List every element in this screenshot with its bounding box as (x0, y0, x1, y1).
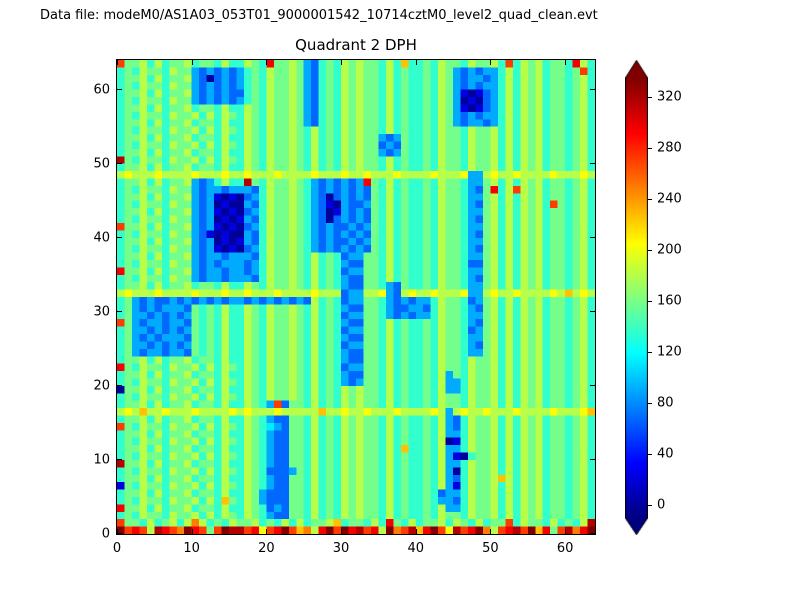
colorbar-tick-label: 160 (657, 293, 682, 309)
colorbar-tick-label: 120 (657, 344, 682, 360)
x-tick-label: 40 (407, 541, 425, 556)
x-tick-label: 10 (183, 541, 200, 556)
colorbar-tick-label: 280 (657, 140, 682, 156)
y-tick-mark (117, 533, 122, 534)
x-tick-label: 20 (258, 541, 275, 556)
x-tick-mark (341, 529, 343, 534)
colorbar-tick-mark (648, 249, 652, 251)
y-tick-mark (117, 458, 122, 460)
y-tick-label: 50 (93, 156, 110, 172)
x-tick-mark (565, 529, 567, 534)
y-tick-mark (590, 162, 595, 164)
colorbar-tick-label: 200 (657, 242, 682, 258)
y-tick-mark (117, 162, 122, 164)
x-tick-mark (117, 60, 118, 65)
plot-title: Quadrant 2 DPH (295, 36, 417, 54)
x-tick-mark (266, 60, 268, 65)
x-tick-mark (341, 60, 343, 65)
x-tick-mark (415, 529, 417, 534)
y-tick-mark (117, 310, 122, 312)
y-tick-mark (590, 533, 595, 534)
y-tick-label: 30 (93, 304, 110, 320)
y-tick-label: 40 (93, 230, 110, 246)
y-tick-mark (590, 88, 595, 90)
colorbar-tick-mark (648, 351, 652, 353)
y-tick-label: 20 (93, 378, 110, 394)
y-tick-label: 0 (101, 526, 110, 542)
y-tick-mark (117, 236, 122, 238)
plot-area (116, 59, 596, 535)
x-tick-mark (266, 529, 268, 534)
heatmap-canvas (117, 60, 595, 534)
y-tick-mark (590, 310, 595, 312)
colorbar (625, 60, 648, 535)
colorbar-canvas (625, 60, 648, 535)
x-tick-label: 30 (332, 541, 350, 556)
colorbar-tick-label: 40 (657, 446, 674, 462)
x-tick-label: 0 (112, 541, 122, 556)
y-tick-mark (590, 384, 595, 386)
colorbar-tick-label: 320 (657, 89, 682, 105)
colorbar-tick-mark (648, 96, 652, 98)
colorbar-tick-mark (648, 504, 652, 506)
x-tick-mark (490, 60, 492, 65)
colorbar-tick-mark (648, 453, 652, 455)
x-tick-mark (490, 529, 492, 534)
y-tick-mark (590, 236, 595, 238)
y-tick-label: 60 (93, 82, 110, 98)
colorbar-tick-mark (648, 300, 652, 302)
colorbar-tick-label: 240 (657, 191, 682, 207)
x-tick-label: 50 (482, 541, 499, 556)
y-tick-label: 10 (93, 452, 110, 468)
x-tick-mark (117, 529, 118, 534)
colorbar-tick-label: 0 (657, 497, 666, 513)
data-file-label: Data file: modeM0/AS1A03_053T01_90000015… (40, 8, 598, 23)
x-tick-mark (415, 60, 417, 65)
x-tick-mark (191, 60, 193, 65)
y-tick-mark (117, 384, 122, 386)
y-tick-mark (117, 88, 122, 90)
colorbar-tick-mark (648, 147, 652, 149)
x-tick-mark (565, 60, 567, 65)
x-tick-mark (191, 529, 193, 534)
colorbar-tick-mark (648, 198, 652, 200)
colorbar-tick-label: 80 (657, 395, 674, 411)
colorbar-tick-mark (648, 402, 652, 404)
y-tick-mark (590, 458, 595, 460)
x-tick-label: 60 (556, 541, 574, 556)
